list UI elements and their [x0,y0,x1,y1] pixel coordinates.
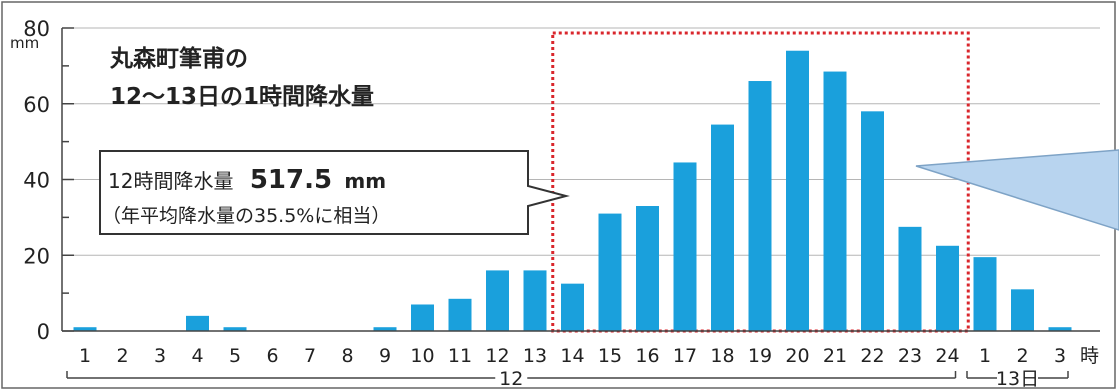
x-tick-label: 7 [304,345,316,367]
bar-12 [486,270,509,331]
x-tick-label: 14 [560,345,584,367]
bar-1 [973,257,997,331]
x-tick-label: 1 [79,345,91,367]
x-tick-label: 11 [448,345,472,367]
bar-23 [898,226,922,331]
bar-24 [936,245,959,331]
y-tick-label: 0 [37,320,50,344]
y-tick-label: 40 [23,169,50,193]
x-tick-label: 21 [823,345,847,367]
x-tick-label: 10 [410,345,434,367]
bar-20 [786,50,809,331]
bar-17 [673,162,697,331]
x-tick-label: 18 [710,345,734,367]
y-tick-label: 80 [23,17,50,41]
x-tick-label: 17 [673,345,697,367]
bar-15 [598,213,622,331]
callout-line2: （年平均降水量の35.5%に相当） [102,205,390,227]
x-tick-label: 4 [191,345,203,367]
bar-16 [636,206,659,331]
callout-pointer [915,149,1119,231]
bar-19 [748,81,772,332]
x-tick-label: 20 [785,345,809,367]
x-tick-label: 1 [979,345,991,367]
x-tick-label: 16 [635,345,659,367]
x-tick-label: 6 [266,345,278,367]
x-tick-label: 2 [116,345,128,367]
bar-5 [223,327,247,331]
callout-amount: 517.5 [250,165,332,195]
callout-box: 12時間降水量 517.5 mm （年平均降水量の35.5%に相当） [99,150,570,235]
x-unit-label: 時 [1080,345,1099,367]
bar-3 [1048,327,1072,331]
x-tick-label: 15 [598,345,622,367]
bar-22 [861,111,884,331]
callout-frame [99,150,570,235]
x-tick-label: 13 [523,345,547,367]
bar-14 [561,283,584,331]
y-unit-label: mm [10,34,39,52]
svg-text:12時間降水量 517.5: 12時間降水量 517.5 mm [108,165,386,195]
bar-21 [823,71,847,332]
day-group-label: 12 [499,368,523,390]
chart-title-line2: 12～13日の1時間降水量 [110,84,374,110]
bar-10 [411,304,434,331]
bar-layer [73,50,1072,332]
day-group-label: 13日 [996,368,1039,390]
chart-title-line1: 丸森町筆甫の [109,45,248,72]
bar-18 [711,124,734,331]
x-tick-label: 5 [229,345,241,367]
bar-11 [448,298,472,331]
y-tick-label: 20 [23,244,50,268]
x-tick-label: 9 [379,345,391,367]
x-tick-label: 3 [154,345,166,367]
x-tick-label: 19 [748,345,772,367]
x-tick-label: 22 [860,345,884,367]
bar-13 [523,270,547,331]
bar-4 [186,315,209,331]
callout-unit: mm [344,169,386,193]
x-tick-label: 24 [935,345,959,367]
x-tick-label: 8 [341,345,353,367]
x-tick-label: 2 [1016,345,1028,367]
bar-9 [373,327,397,331]
x-tick-label: 12 [485,345,509,367]
x-tick-label: 3 [1054,345,1066,367]
y-tick-label: 60 [23,93,50,117]
callout-line1-prefix: 12時間降水量 [108,169,233,193]
x-tick-label: 23 [898,345,922,367]
bar-1 [73,327,97,331]
bar-2 [1011,289,1034,331]
